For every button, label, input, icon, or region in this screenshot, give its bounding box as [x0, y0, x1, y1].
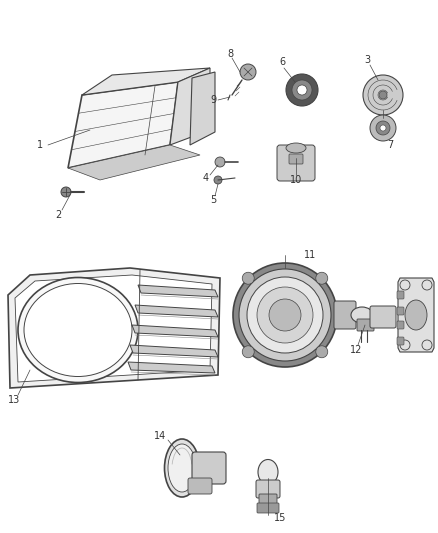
Circle shape — [257, 287, 313, 343]
Ellipse shape — [24, 284, 132, 376]
Text: 12: 12 — [350, 345, 362, 355]
FancyBboxPatch shape — [289, 154, 303, 164]
Polygon shape — [8, 268, 220, 388]
Polygon shape — [68, 145, 200, 180]
Circle shape — [61, 187, 71, 197]
Text: 3: 3 — [364, 55, 370, 65]
Circle shape — [269, 299, 301, 331]
Circle shape — [297, 85, 307, 95]
Circle shape — [316, 346, 328, 358]
Circle shape — [242, 346, 254, 358]
Circle shape — [376, 121, 390, 135]
Text: 13: 13 — [8, 395, 20, 405]
Polygon shape — [130, 345, 218, 357]
Circle shape — [316, 272, 328, 284]
FancyBboxPatch shape — [188, 478, 212, 494]
Circle shape — [380, 125, 386, 131]
FancyBboxPatch shape — [397, 291, 404, 299]
Polygon shape — [135, 305, 218, 317]
FancyBboxPatch shape — [357, 319, 374, 331]
Circle shape — [379, 91, 387, 99]
Polygon shape — [128, 362, 215, 373]
Circle shape — [286, 74, 318, 106]
Ellipse shape — [258, 459, 278, 484]
Circle shape — [247, 277, 323, 353]
Text: 10: 10 — [290, 175, 302, 185]
Polygon shape — [170, 68, 210, 145]
Polygon shape — [138, 285, 218, 297]
Text: 8: 8 — [227, 49, 233, 59]
Circle shape — [242, 272, 254, 284]
Ellipse shape — [168, 444, 196, 492]
FancyBboxPatch shape — [370, 306, 396, 328]
FancyBboxPatch shape — [397, 337, 404, 345]
Text: 6: 6 — [279, 57, 285, 67]
Text: 1: 1 — [37, 140, 43, 150]
Text: 14: 14 — [154, 431, 166, 441]
Ellipse shape — [351, 307, 373, 323]
Polygon shape — [398, 278, 434, 352]
Polygon shape — [82, 68, 210, 95]
Polygon shape — [132, 325, 218, 337]
FancyBboxPatch shape — [257, 503, 279, 513]
Text: 15: 15 — [274, 513, 286, 523]
Ellipse shape — [286, 143, 306, 153]
Circle shape — [363, 75, 403, 115]
Polygon shape — [190, 72, 215, 145]
Circle shape — [214, 176, 222, 184]
Text: 2: 2 — [55, 210, 61, 220]
Text: 9: 9 — [210, 95, 216, 105]
FancyBboxPatch shape — [256, 480, 280, 498]
Circle shape — [233, 263, 337, 367]
Ellipse shape — [405, 300, 427, 330]
Circle shape — [239, 269, 331, 361]
Ellipse shape — [18, 278, 138, 383]
Text: 11: 11 — [304, 250, 316, 260]
FancyBboxPatch shape — [397, 321, 404, 329]
Ellipse shape — [165, 439, 199, 497]
Text: 5: 5 — [210, 195, 216, 205]
Circle shape — [215, 157, 225, 167]
Text: 7: 7 — [387, 140, 393, 150]
Circle shape — [370, 115, 396, 141]
FancyBboxPatch shape — [334, 301, 356, 329]
Polygon shape — [15, 275, 212, 382]
FancyBboxPatch shape — [397, 307, 404, 315]
Circle shape — [240, 64, 256, 80]
Circle shape — [292, 80, 312, 100]
Polygon shape — [68, 82, 178, 168]
Text: 4: 4 — [203, 173, 209, 183]
FancyBboxPatch shape — [277, 145, 315, 181]
FancyBboxPatch shape — [259, 494, 277, 506]
FancyBboxPatch shape — [192, 452, 226, 484]
